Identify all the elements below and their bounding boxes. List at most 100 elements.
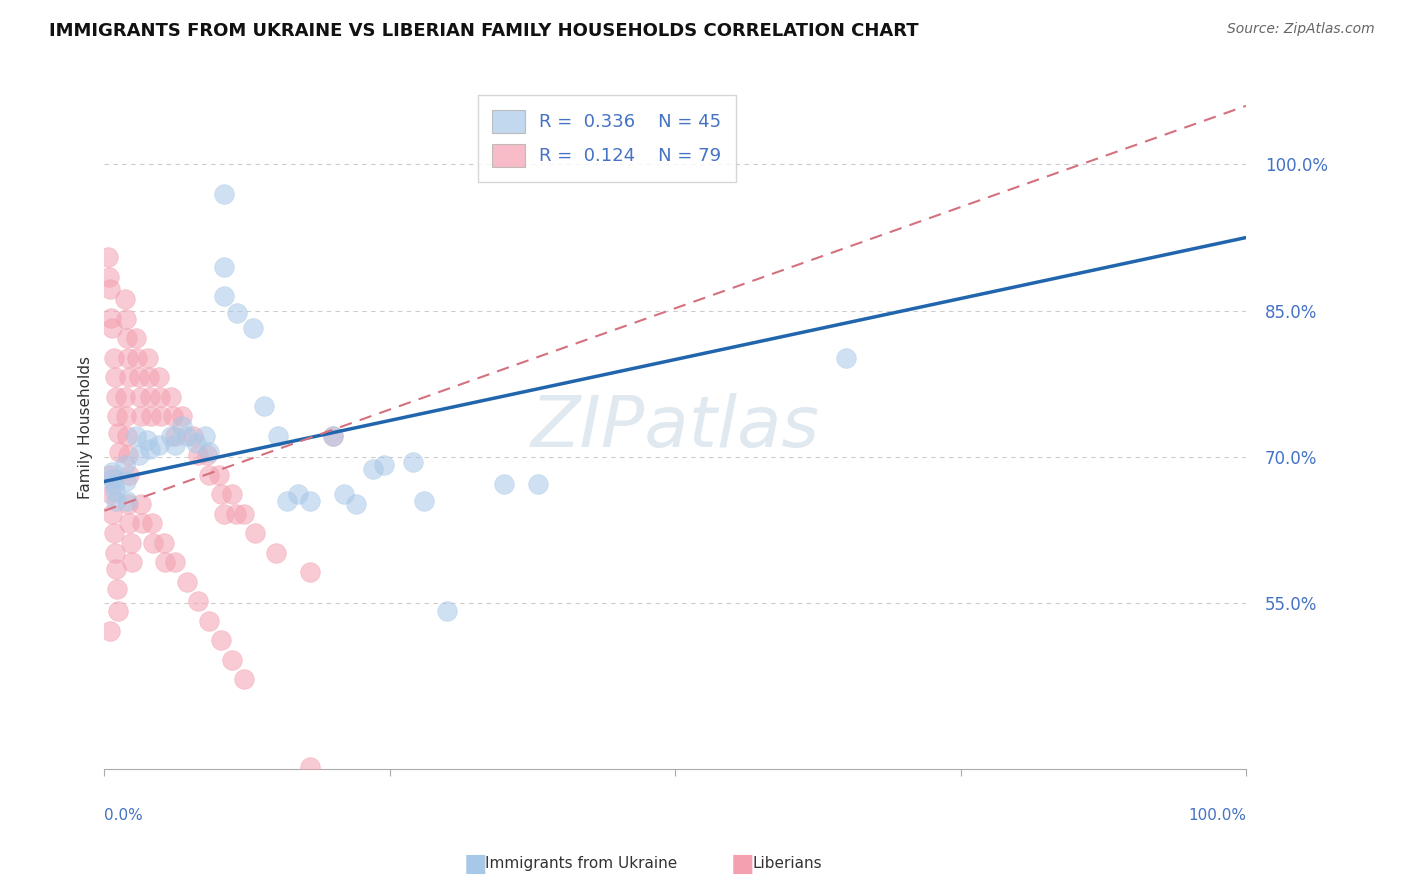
Point (401, 455, 423, 469)
Point (98, 624, 121, 638)
Text: Source: ZipAtlas.com: Source: ZipAtlas.com (1227, 22, 1375, 37)
Point (221, 487, 243, 501)
Point (101, 507, 124, 521)
Point (212, 289, 235, 303)
Point (232, 673, 254, 687)
Point (165, 428, 187, 442)
Point (114, 390, 136, 404)
Point (242, 321, 264, 335)
Point (298, 494, 321, 508)
Point (125, 331, 148, 345)
Point (115, 331, 138, 345)
Point (120, 536, 142, 550)
Point (212, 186, 235, 201)
Y-axis label: Family Households: Family Households (79, 356, 93, 500)
Text: IMMIGRANTS FROM UKRAINE VS LIBERIAN FAMILY HOUSEHOLDS CORRELATION CHART: IMMIGRANTS FROM UKRAINE VS LIBERIAN FAMI… (49, 22, 920, 40)
Point (104, 562, 127, 576)
Point (103, 526, 125, 541)
Point (136, 351, 159, 365)
Point (100, 310, 122, 325)
Point (413, 494, 436, 508)
Point (98, 282, 121, 296)
Point (128, 448, 150, 462)
Point (118, 516, 141, 531)
Point (165, 556, 187, 570)
Point (162, 409, 184, 423)
Point (232, 507, 254, 521)
Point (101, 321, 124, 335)
Point (101, 465, 124, 479)
Point (105, 409, 128, 423)
Point (148, 370, 170, 384)
Point (170, 409, 193, 423)
Point (198, 467, 221, 482)
Point (117, 448, 139, 462)
Point (114, 292, 136, 306)
Point (114, 458, 136, 472)
Point (159, 390, 181, 404)
Point (141, 409, 163, 423)
Point (298, 760, 321, 774)
Point (184, 436, 207, 450)
Text: Liberians: Liberians (752, 856, 823, 871)
Point (153, 556, 176, 570)
Point (100, 487, 122, 501)
Text: ZIPatlas: ZIPatlas (530, 393, 820, 462)
Point (104, 390, 127, 404)
Point (198, 614, 221, 628)
Point (107, 425, 129, 440)
Point (253, 400, 276, 414)
Point (159, 428, 181, 442)
Point (108, 445, 131, 459)
Point (139, 442, 162, 457)
Text: ■: ■ (731, 852, 755, 875)
Point (322, 428, 344, 442)
Point (187, 448, 209, 462)
Point (194, 428, 217, 442)
Point (221, 653, 243, 667)
Point (139, 390, 162, 404)
Point (267, 428, 290, 442)
Point (115, 428, 138, 442)
Point (276, 494, 298, 508)
Point (207, 467, 229, 482)
Point (107, 604, 129, 618)
Point (344, 497, 367, 511)
Point (97, 269, 120, 284)
Point (148, 438, 170, 452)
Point (322, 780, 344, 794)
Point (170, 418, 193, 433)
Point (243, 526, 266, 541)
Point (183, 428, 205, 442)
Point (104, 546, 127, 560)
Point (104, 484, 127, 499)
Point (115, 494, 138, 508)
Point (492, 477, 515, 491)
Text: 0.0%: 0.0% (104, 808, 143, 823)
Point (115, 311, 138, 326)
Point (198, 445, 221, 459)
Point (212, 507, 235, 521)
Point (131, 516, 153, 531)
Point (361, 462, 384, 476)
Point (225, 306, 247, 320)
Point (129, 409, 152, 423)
Point (209, 633, 232, 648)
Point (128, 370, 150, 384)
Point (118, 467, 141, 482)
Point (101, 471, 124, 485)
Point (264, 546, 287, 560)
Point (436, 604, 458, 618)
Point (142, 536, 165, 550)
Point (115, 409, 138, 423)
Point (150, 409, 173, 423)
Point (129, 497, 152, 511)
Point (127, 351, 149, 365)
Point (128, 390, 150, 404)
Point (209, 487, 232, 501)
Point (835, 351, 858, 365)
Point (98, 467, 121, 482)
Point (212, 260, 235, 274)
Point (333, 487, 356, 501)
Point (152, 536, 174, 550)
